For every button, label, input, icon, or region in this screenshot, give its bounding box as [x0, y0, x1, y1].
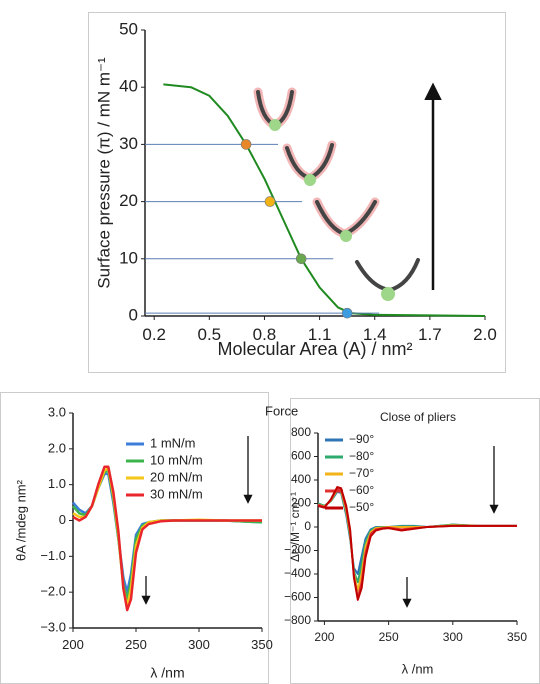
y-axis-label: Surface pressure (π) / mN m⁻¹: [94, 57, 113, 289]
y-tick-label: 50: [119, 19, 138, 38]
y-tick-label: 0: [129, 305, 138, 324]
y-tick-label: 2.0: [48, 440, 66, 455]
series-line: [317, 488, 517, 592]
x-axis-label: λ /nm: [402, 661, 434, 676]
y-tick-label: 10: [119, 248, 138, 267]
legend-label: 30 mN/m: [150, 486, 203, 501]
legend-label: 10 mN/m: [150, 452, 203, 467]
series-line: [317, 487, 517, 599]
legend-label: −50°: [349, 500, 374, 514]
x-tick-label: 0.5: [198, 325, 222, 344]
legend-label: −90°: [349, 432, 374, 446]
y-tick-label: −200: [284, 543, 311, 557]
y-tick-label: −400: [284, 566, 311, 580]
x-tick-label: 300: [188, 637, 210, 652]
y-axis-label: Δε /M⁻¹ cm⁻¹: [288, 492, 302, 562]
x-axis-label: λ /nm: [150, 665, 184, 681]
y-tick-label: 40: [119, 77, 138, 96]
point: [341, 307, 353, 319]
x-tick-label: 0.8: [253, 325, 277, 344]
x-tick-label: 250: [125, 637, 147, 652]
y-tick-label: 3.0: [48, 404, 66, 419]
y-tick-label: 600: [291, 449, 311, 463]
y-tick-label: −3.0: [40, 619, 66, 634]
x-tick-label: 350: [251, 637, 273, 652]
y-tick-label: −1.0: [40, 548, 66, 563]
y-tick-label: 0: [59, 512, 66, 527]
legend-title: Force: [265, 403, 298, 418]
legend-title: Close of pliers: [380, 410, 456, 424]
series-line: [317, 486, 517, 601]
y-tick-label: 20: [119, 191, 138, 210]
legend-label: −70°: [349, 466, 374, 480]
series-line: [317, 490, 517, 575]
x-tick-label: 250: [379, 630, 399, 644]
point: [264, 196, 276, 207]
legend-label: −60°: [349, 483, 374, 497]
y-tick-label: 200: [291, 496, 311, 510]
y-tick-label: 400: [291, 472, 311, 486]
series-line: [163, 83, 486, 317]
y-tick-label: −800: [284, 613, 311, 627]
x-tick-label: 200: [62, 637, 84, 652]
x-axis-label: Molecular Area (A) / nm²: [217, 339, 412, 359]
y-tick-label: 800: [291, 425, 311, 439]
series-line: [72, 465, 262, 612]
legend-label: 20 mN/m: [150, 469, 203, 484]
plier-icons: [253, 87, 420, 301]
x-tick-label: 1.1: [308, 325, 332, 344]
x-tick-label: 300: [443, 630, 463, 644]
point: [240, 139, 252, 150]
x-tick-label: 1.4: [363, 325, 387, 344]
x-tick-label: 350: [507, 630, 527, 644]
y-axis-label: θA /mdeg nm²: [13, 479, 28, 561]
series-line: [317, 489, 517, 584]
y-tick-label: 1.0: [48, 476, 66, 491]
point: [295, 253, 307, 265]
y-tick-label: −600: [284, 590, 311, 604]
x-tick-label: 0.2: [142, 325, 166, 344]
y-tick-label: 0: [304, 519, 311, 533]
legend-label: 1 mN/m: [150, 435, 196, 450]
legend-label: −80°: [349, 449, 374, 463]
y-tick-label: 30: [119, 134, 138, 153]
panel-frame: [88, 12, 506, 373]
y-tick-label: −2.0: [40, 584, 66, 599]
x-tick-label: 1.7: [418, 325, 442, 344]
x-tick-label: 2.0: [473, 325, 497, 344]
x-tick-label: 200: [314, 630, 334, 644]
